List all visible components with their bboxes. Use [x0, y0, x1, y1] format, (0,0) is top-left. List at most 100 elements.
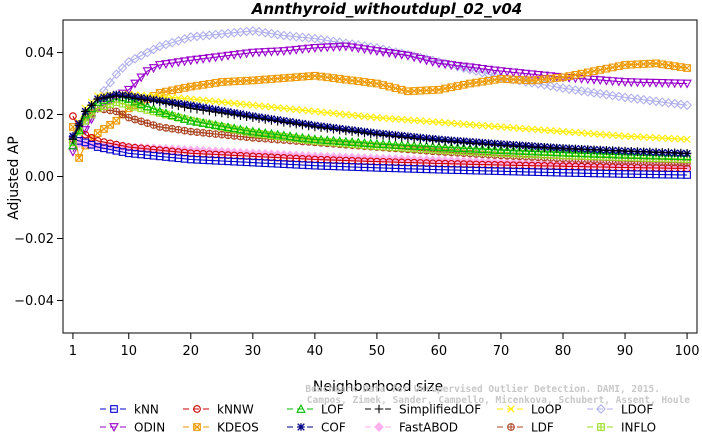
- data-point-marker: [460, 120, 468, 128]
- data-point-marker: [391, 132, 400, 141]
- data-point-marker: [415, 141, 426, 150]
- data-point-marker: [180, 102, 189, 112]
- legend-label: LOF: [321, 403, 344, 417]
- data-point-marker-cross: [267, 75, 276, 83]
- legend-label: LoOP: [531, 403, 562, 417]
- data-point-marker-cross: [119, 100, 126, 107]
- data-point-marker-cross: [94, 129, 102, 137]
- data-point-marker: [297, 132, 308, 142]
- data-point-marker: [626, 93, 637, 104]
- data-point-marker-cross: [596, 66, 604, 74]
- data-point-marker: [669, 98, 680, 109]
- data-point-marker: [360, 112, 369, 121]
- data-point-marker: [291, 131, 302, 141]
- data-point-marker: [328, 43, 339, 53]
- x-tick-label: 60: [431, 344, 448, 359]
- data-point-marker: [365, 46, 376, 56]
- data-point-marker-cross: [658, 60, 666, 69]
- data-point-marker: [193, 95, 201, 104]
- data-point-marker-cross: [261, 75, 269, 84]
- data-point-marker: [582, 148, 593, 158]
- data-point-marker: [527, 70, 537, 80]
- data-point-marker-cross: [507, 423, 515, 431]
- data-point-marker: [515, 124, 524, 132]
- data-point-marker-cross: [317, 72, 325, 81]
- data-point-marker: [502, 145, 512, 155]
- data-point-marker: [422, 117, 431, 126]
- data-point-marker: [296, 403, 306, 413]
- data-point-marker: [105, 77, 116, 88]
- data-point-marker: [508, 68, 519, 78]
- data-point-marker: [365, 138, 376, 148]
- data-point-marker: [596, 130, 604, 139]
- data-point-marker-cross: [181, 127, 188, 134]
- data-point-marker-cross: [633, 60, 642, 69]
- data-point-marker-cross: [162, 87, 170, 96]
- series-line: [72, 93, 688, 140]
- data-point-marker: [576, 86, 587, 96]
- data-point-marker: [185, 115, 196, 125]
- data-point-marker: [471, 143, 481, 153]
- data-point-marker-cross: [144, 119, 151, 127]
- data-point-marker: [298, 106, 307, 114]
- data-point-marker: [267, 103, 276, 111]
- data-point-marker-cross: [137, 118, 145, 125]
- data-point-marker: [310, 122, 320, 132]
- data-point-marker-cross: [509, 75, 518, 84]
- y-tick-label: −0.04: [14, 294, 54, 309]
- data-point-marker: [285, 131, 295, 141]
- data-point-marker: [316, 134, 326, 144]
- data-point-marker-cross: [503, 75, 511, 83]
- data-point-marker: [396, 140, 407, 150]
- data-point-marker-cross: [584, 68, 592, 77]
- data-point-marker: [316, 123, 326, 132]
- data-point-marker: [553, 127, 561, 135]
- data-point-marker: [100, 125, 108, 133]
- data-point-marker: [185, 56, 196, 66]
- data-point-marker: [130, 53, 140, 64]
- data-point-marker-cross: [646, 60, 654, 68]
- data-point-marker: [638, 78, 649, 88]
- data-point-marker: [106, 120, 114, 129]
- legend-item-ldof: LDOF: [587, 403, 653, 417]
- data-point-marker: [167, 100, 177, 109]
- data-point-marker: [614, 149, 624, 159]
- data-point-marker: [242, 100, 251, 109]
- data-point-marker: [242, 112, 251, 121]
- data-point-marker: [216, 121, 227, 130]
- data-point-marker: [322, 135, 333, 145]
- data-point-marker: [367, 113, 375, 121]
- data-point-marker: [514, 69, 525, 79]
- data-point-marker-cross: [677, 63, 685, 71]
- data-point-marker: [148, 64, 159, 74]
- data-point-marker-cross: [546, 74, 555, 83]
- data-point-marker: [620, 78, 630, 88]
- data-point-marker: [236, 111, 245, 121]
- data-point-marker: [545, 147, 556, 156]
- data-point-marker: [143, 95, 152, 105]
- data-point-marker: [99, 93, 109, 103]
- data-point-marker-cross: [453, 82, 462, 90]
- data-point-marker: [663, 79, 674, 89]
- data-point-marker-cross: [187, 128, 195, 135]
- data-point-marker: [272, 47, 283, 57]
- data-point-marker: [353, 44, 364, 54]
- data-point-marker: [533, 146, 544, 156]
- data-point-marker: [136, 73, 146, 83]
- data-point-marker-cross: [664, 61, 673, 69]
- data-point-marker: [658, 134, 666, 142]
- data-point-marker: [385, 131, 394, 141]
- data-point-marker: [589, 75, 599, 85]
- data-point-marker-cross: [435, 86, 443, 94]
- data-point-marker: [483, 144, 494, 154]
- data-point-marker: [142, 67, 153, 77]
- data-point-marker: [322, 43, 333, 53]
- data-point-marker: [514, 157, 525, 168]
- data-point-marker: [507, 405, 515, 413]
- data-point-marker: [130, 96, 140, 106]
- data-point-marker: [478, 121, 487, 130]
- data-point-marker: [446, 61, 457, 70]
- data-point-marker: [322, 124, 332, 133]
- data-point-marker: [415, 54, 426, 64]
- data-point-marker: [374, 422, 384, 432]
